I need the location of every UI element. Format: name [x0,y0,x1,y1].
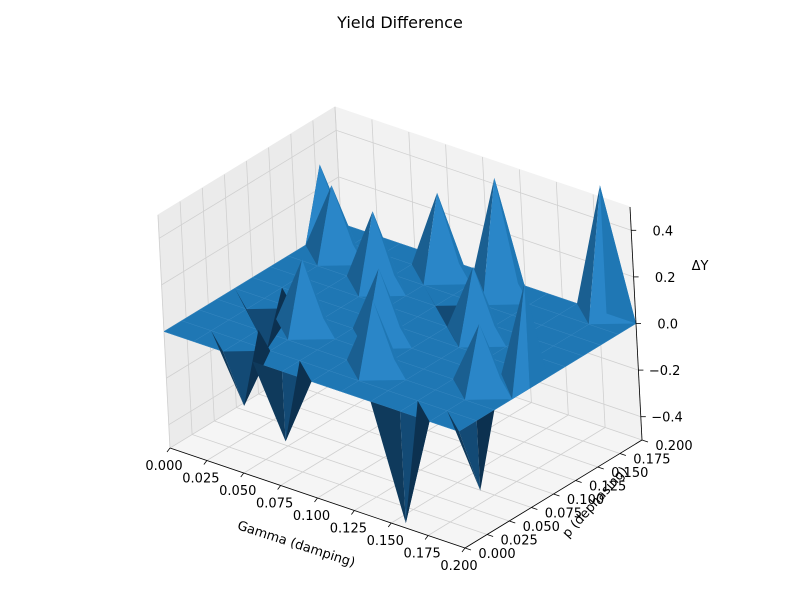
spike-face [378,268,412,349]
spike-face [285,360,312,442]
x-tick-mark [314,497,318,503]
spike-face [577,185,600,325]
x-tick-mark [203,460,208,465]
y-tick-mark [597,466,604,470]
spike-face [317,185,365,266]
spike-face [479,323,513,400]
spike-face [464,323,513,400]
spike-face [500,283,525,400]
y-tick-label: 0.100 [567,493,604,508]
spike-face [352,268,379,350]
x-tick-label: 0.150 [367,534,404,549]
y-gridline [224,174,532,508]
spike-face [447,410,481,491]
y-tick-label: 0.000 [478,547,515,562]
surface [163,164,637,524]
spike-face [276,259,302,340]
spike-face [252,361,286,442]
x-tick-label: 0.200 [440,559,477,574]
spike-face [447,266,474,348]
x-tick-mark [461,547,466,553]
x-tick-label: 0.100 [293,509,330,524]
y-tick-mark [509,520,516,524]
z-gridline [161,176,634,286]
z-ticks: −0.4 −0.2 0.0 0.2 0.4 [631,224,683,426]
spike-face [599,185,636,324]
y-tick-mark [531,507,538,510]
z-gridline [158,129,632,239]
spike-face [331,185,365,266]
y-tick-mark [464,547,472,551]
y-ticks: 0.0000.0250.0500.0750.1000.1250.1500.175… [464,439,693,562]
y-tick-mark [641,439,649,443]
spike-face [411,192,438,286]
x-tick-mark [240,472,245,478]
spike-face [305,185,332,266]
chart-title: Yield Difference [336,13,463,32]
x-tick-mark [277,485,281,490]
y-tick-mark [619,453,627,456]
y-tick-label: 0.050 [523,520,560,535]
spike-face [459,420,481,491]
y-tick-mark [575,480,582,483]
x-tick-label: 0.125 [330,522,367,537]
x-tick-mark [166,447,171,453]
spike-face [405,400,430,524]
x-tick-label: 0.025 [182,472,219,487]
y-gridline [246,160,554,495]
x-tick-label: 0.000 [145,459,182,474]
spike-face [358,300,406,381]
x-tick-mark [387,522,392,528]
spike-face [372,300,406,380]
y-tick-label: 0.200 [655,439,692,454]
spike-face [512,283,530,400]
z-axis-label: ΔY [692,259,709,274]
y-tick-mark [486,534,494,537]
spike-face [494,177,530,305]
spike-face [287,259,336,340]
y-tick-mark [553,493,560,497]
x-tick-mark [351,510,355,515]
z-tick-label: 0.2 [655,271,676,286]
spike-face [473,266,507,347]
spike-face [524,283,548,389]
spike-face [211,330,245,406]
y-gridline [179,201,488,535]
spike-face [302,259,336,340]
x-tick-mark [424,535,429,540]
z-tick-label: −0.4 [651,411,683,426]
spike-face [437,192,471,285]
spike-face [346,211,373,297]
x-ticks: 0.0000.0250.0500.0750.1000.1250.1500.175… [145,447,478,574]
spike-face [453,323,480,400]
z-tick-label: 0.4 [653,224,674,239]
spike-face [358,211,406,297]
spike-face [346,300,373,381]
spike-face [423,285,456,342]
y-tick-label: 0.125 [589,480,626,495]
y-tick-label: 0.150 [611,466,648,481]
spike-face [470,177,495,306]
spike-face [459,266,507,348]
z-tick-label: 0.0 [657,318,678,333]
spike-face [476,409,495,491]
spike-face [372,211,406,296]
x-tick-label: 0.175 [404,547,441,562]
y-tick-label: 0.025 [501,534,538,549]
y-tick-label: 0.075 [545,507,582,522]
x-tick-label: 0.050 [219,484,256,499]
x-tick-label: 0.075 [256,497,293,512]
z-tick-label: −0.2 [649,364,681,379]
spike-face [370,401,406,524]
y-tick-label: 0.175 [633,453,670,468]
